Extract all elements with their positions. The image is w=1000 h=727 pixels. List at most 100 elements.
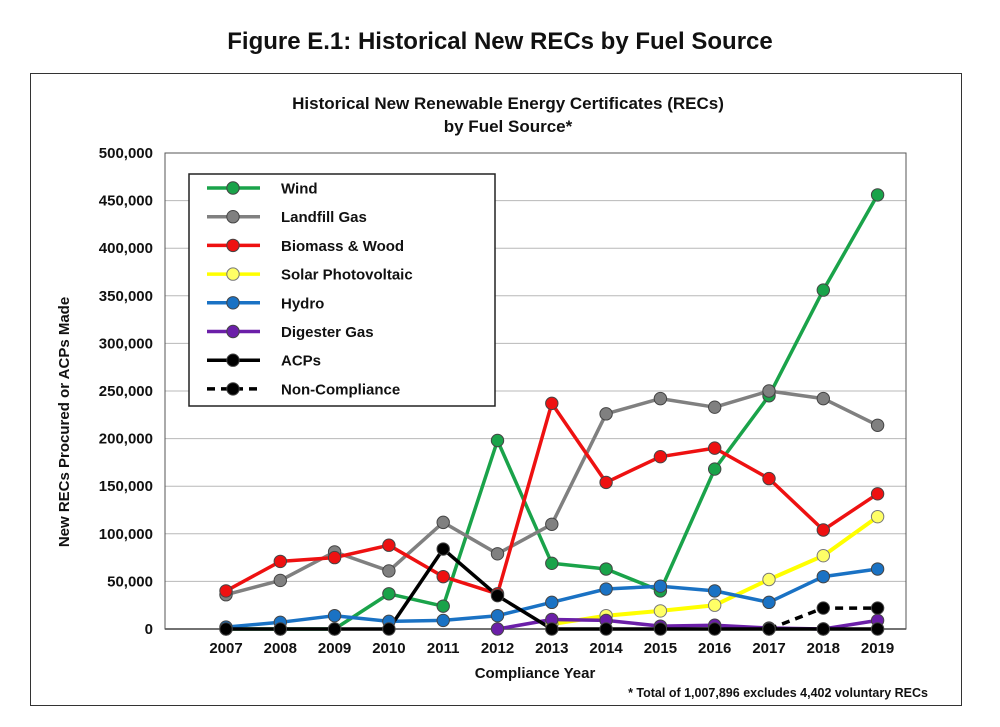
x-tick-label: 2012	[481, 640, 514, 657]
chart-subtitle: by Fuel Source*	[444, 117, 573, 136]
y-tick-label: 400,000	[99, 240, 153, 257]
data-point-landfill-gas	[599, 407, 613, 421]
y-axis-label: New RECs Procured or ACPs Made	[56, 297, 73, 547]
data-point-landfill-gas	[382, 564, 396, 578]
data-point-hydro	[599, 582, 613, 596]
legend-marker-solar-photovoltaic	[226, 267, 240, 281]
data-point-wind	[816, 283, 830, 297]
data-point-non-compliance	[870, 601, 885, 615]
data-point-biomass-wood	[816, 523, 830, 537]
data-point-wind	[382, 587, 396, 601]
data-point-acps	[436, 542, 450, 556]
legend-label-biomass-wood: Biomass & Wood	[281, 238, 404, 255]
data-point-hydro	[762, 595, 776, 610]
data-point-solar-photovoltaic	[708, 598, 722, 612]
data-point-biomass-wood	[436, 569, 450, 584]
y-tick-label: 350,000	[99, 288, 153, 305]
data-point-hydro	[708, 584, 722, 598]
data-point-wind	[490, 433, 505, 448]
y-tick-label: 150,000	[99, 478, 153, 495]
data-point-biomass-wood	[708, 441, 722, 455]
data-point-acps	[870, 622, 885, 636]
axes: 0 50,000 100,000 150,000 200,000 250,000 300,0…	[99, 145, 895, 657]
x-tick-label: 2009	[318, 640, 351, 657]
legend-marker-biomass-wood	[226, 238, 240, 253]
data-point-solar-photovoltaic	[816, 548, 830, 563]
y-tick-label: 250,000	[99, 383, 153, 400]
data-point-wind	[436, 599, 450, 613]
data-point-biomass-wood	[382, 538, 396, 552]
y-tick-label: 450,000	[99, 193, 153, 210]
data-point-non-compliance	[816, 601, 830, 615]
y-tick-label: 0	[145, 621, 153, 638]
x-tick-label: 2015	[644, 640, 677, 657]
x-tick-label: 2014	[589, 640, 623, 657]
data-point-landfill-gas	[273, 573, 287, 588]
data-point-biomass-wood	[870, 487, 885, 501]
data-point-hydro	[436, 613, 450, 628]
data-point-biomass-wood	[327, 550, 342, 565]
y-tick-label: 100,000	[99, 526, 153, 543]
x-tick-label: 2008	[264, 640, 297, 657]
data-point-hydro	[490, 608, 505, 623]
data-point-wind	[870, 188, 885, 202]
x-axis-label: Compliance Year	[475, 665, 596, 682]
data-point-non-compliance	[762, 622, 776, 636]
data-point-hydro	[545, 595, 559, 610]
data-point-hydro	[327, 608, 342, 623]
plot-area-border	[164, 152, 907, 630]
data-point-landfill-gas	[545, 517, 559, 531]
legend-marker-wind	[226, 181, 240, 195]
data-point-solar-photovoltaic	[870, 509, 885, 524]
legend-marker-landfill-gas	[226, 210, 240, 224]
legend-label-acps: ACPs	[281, 353, 321, 370]
legend-label-hydro: Hydro	[281, 295, 324, 312]
data-point-acps	[273, 622, 287, 636]
data-point-acps	[708, 622, 722, 636]
data-point-biomass-wood	[273, 554, 287, 569]
data-point-landfill-gas	[870, 418, 885, 432]
figure-title: Figure E.1: Historical New RECs by Fuel …	[227, 28, 773, 55]
y-tick-label: 300,000	[99, 335, 153, 352]
data-point-acps	[382, 622, 396, 636]
x-tick-label: 2007	[209, 640, 242, 657]
data-point-wind	[708, 462, 722, 476]
legend-label-solar-photovoltaic: Solar Photovoltaic	[281, 267, 413, 284]
data-point-hydro	[816, 569, 830, 584]
data-point-acps	[545, 622, 559, 636]
x-tick-label: 2018	[807, 640, 840, 657]
y-tick-label: 50,000	[107, 573, 153, 590]
data-point-solar-photovoltaic	[762, 572, 776, 587]
y-tick-label: 200,000	[99, 431, 153, 448]
legend: Wind Landfill Gas Biomass & Wood Solar Phot…	[188, 173, 496, 407]
legend-label-digester-gas: Digester Gas	[281, 324, 374, 341]
legend-marker-non-compliance	[226, 382, 240, 396]
data-point-biomass-wood	[545, 396, 559, 411]
data-point-biomass-wood	[599, 475, 613, 490]
data-point-landfill-gas	[653, 391, 668, 406]
data-point-digester-gas	[490, 622, 505, 636]
data-point-acps	[816, 622, 830, 636]
legend-marker-hydro	[226, 296, 240, 310]
data-point-landfill-gas	[490, 547, 505, 561]
data-point-landfill-gas	[816, 391, 830, 406]
legend-label-wind: Wind	[281, 181, 318, 198]
data-point-acps	[219, 622, 233, 636]
data-point-biomass-wood	[219, 584, 233, 598]
data-point-acps	[653, 622, 668, 636]
chart-title: Historical New Renewable Energy Certific…	[292, 94, 724, 113]
x-tick-label: 2010	[372, 640, 405, 657]
data-point-acps	[599, 622, 613, 636]
x-tick-label: 2016	[698, 640, 731, 657]
data-point-solar-photovoltaic	[653, 604, 668, 618]
x-tick-label: 2013	[535, 640, 568, 657]
data-point-biomass-wood	[762, 471, 776, 486]
data-point-wind	[599, 562, 613, 576]
legend-label-landfill-gas: Landfill Gas	[281, 209, 367, 226]
footnote: * Total of 1,007,896 excludes 4,402 volu…	[628, 686, 928, 700]
data-point-wind	[545, 556, 559, 571]
x-tick-label: 2019	[861, 640, 894, 657]
data-point-acps	[327, 622, 342, 636]
data-point-landfill-gas	[708, 400, 722, 414]
